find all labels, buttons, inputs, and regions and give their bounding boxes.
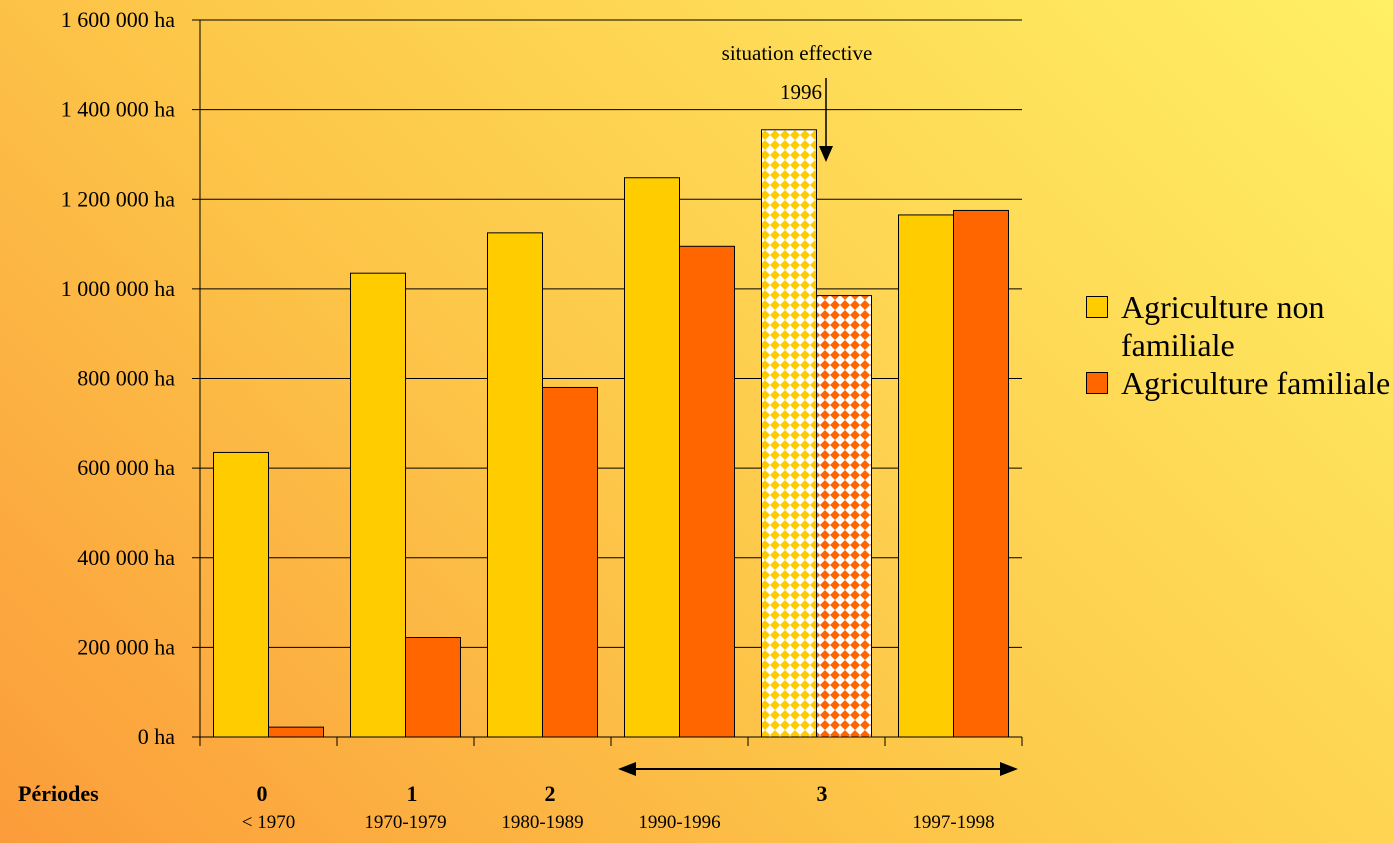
period-number: 3 (817, 781, 828, 806)
annotation-year: 1996 (780, 80, 822, 104)
x-category-label: 1980-1989 (501, 812, 583, 833)
y-tick-label: 0 ha (138, 724, 176, 749)
bar-familiale (953, 209, 1009, 738)
periods-label: Périodes (18, 781, 99, 806)
y-tick-label: 200 000 ha (77, 634, 175, 659)
y-tick-label: 800 000 ha (77, 366, 175, 391)
bar-non-familiale (213, 451, 269, 738)
annotation-arrow-head (819, 146, 833, 162)
legend-item-non-familiale: Agriculture non familiale (1086, 288, 1393, 364)
y-tick-label: 1 200 000 ha (61, 186, 176, 211)
x-category-label: < 1970 (242, 812, 295, 833)
y-tick-label: 1 400 000 ha (61, 97, 176, 122)
bar-familiale (816, 295, 872, 738)
x-category-label: 1997-1998 (912, 812, 994, 833)
legend-swatch-yellow (1086, 296, 1108, 318)
bar-non-familiale (898, 214, 954, 738)
legend-item-familiale: Agriculture familiale (1086, 364, 1393, 402)
legend-label-non-familiale: Agriculture non familiale (1121, 289, 1325, 363)
period-3-arrow-right-head (1000, 762, 1018, 776)
annotation-text: situation effective (722, 41, 873, 65)
period-number: 2 (545, 781, 556, 806)
y-tick-label: 600 000 ha (77, 455, 175, 480)
bar-non-familiale (350, 272, 406, 738)
x-category-label: 1970-1979 (364, 812, 446, 833)
bar-familiale (679, 245, 735, 738)
period-3-arrow-left-head (618, 762, 636, 776)
bar-non-familiale (624, 177, 680, 738)
bar-non-familiale (487, 232, 543, 738)
legend: Agriculture non familiale Agriculture fa… (1086, 288, 1393, 402)
period-number: 0 (257, 781, 268, 806)
y-tick-label: 1 000 000 ha (61, 276, 176, 301)
legend-swatch-orange (1086, 372, 1108, 394)
bar-familiale (405, 637, 461, 738)
y-tick-label: 400 000 ha (77, 545, 175, 570)
bar-familiale (268, 726, 324, 738)
legend-label-familiale: Agriculture familiale (1121, 365, 1391, 401)
bar-non-familiale (761, 129, 817, 738)
y-tick-label: 1 600 000 ha (61, 7, 176, 32)
x-category-label: 1990-1996 (638, 812, 720, 833)
bar-familiale (542, 386, 598, 738)
period-number: 1 (407, 781, 418, 806)
